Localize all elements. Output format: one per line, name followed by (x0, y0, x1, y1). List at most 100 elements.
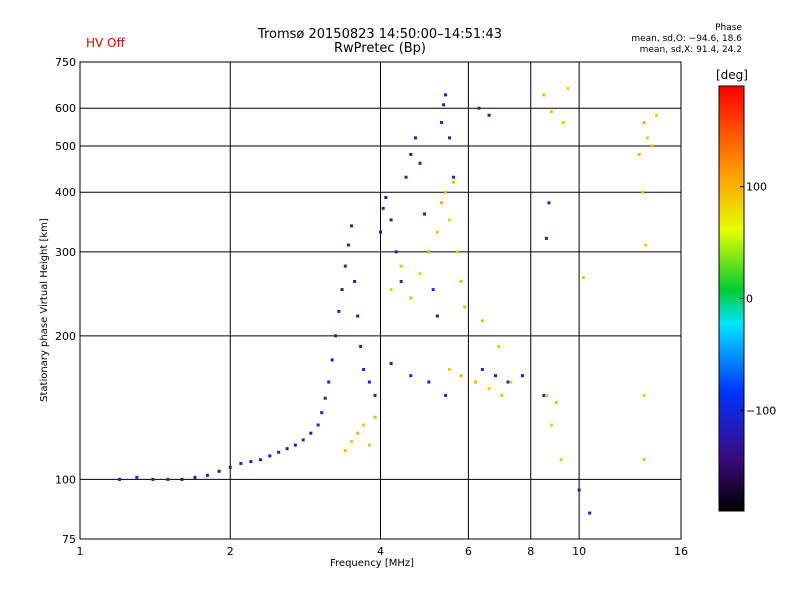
o-mode-point (379, 230, 382, 234)
o-mode-point (409, 374, 413, 378)
x-tick-label: 6 (465, 545, 472, 558)
chart-subtitle: RwPretec (Bp) (333, 41, 427, 56)
colorbar-tick-label: 0 (746, 293, 753, 306)
x-mode-point (367, 443, 371, 447)
x-mode-point (642, 121, 646, 125)
o-mode-point (343, 264, 347, 268)
x-mode-point (399, 264, 403, 268)
o-mode-point (249, 460, 253, 464)
x-mode-point (362, 423, 366, 427)
y-tick-label: 200 (55, 330, 76, 343)
o-mode-point (588, 511, 592, 515)
o-mode-point (487, 113, 491, 117)
x-mode-point (549, 423, 553, 427)
o-mode-point (346, 243, 350, 247)
x-mode-point (581, 276, 585, 280)
o-mode-point (327, 380, 331, 384)
hv-status-label: HV Off (86, 36, 125, 50)
o-mode-point (309, 431, 313, 435)
x-mode-point (637, 152, 641, 156)
x-mode-point (409, 296, 413, 300)
o-mode-point (228, 465, 232, 469)
phase-o-stats: mean, sd,O: −94.6, 18.6 (631, 34, 742, 44)
x-mode-point (435, 230, 439, 234)
x-tick-label: 2 (227, 545, 234, 558)
o-mode-point (413, 136, 417, 140)
o-mode-point (151, 477, 155, 481)
o-mode-point (494, 374, 498, 378)
data-points (118, 86, 659, 515)
o-mode-point (381, 206, 385, 210)
o-mode-point (118, 477, 122, 481)
o-mode-point (277, 450, 281, 454)
x-mode-point (444, 190, 448, 194)
o-mode-point (362, 367, 366, 371)
o-mode-point (399, 279, 403, 283)
x-mode-point (642, 458, 646, 462)
x-mode-point (645, 136, 649, 140)
x-mode-point (487, 387, 491, 391)
x-mode-point (343, 448, 347, 452)
o-mode-point (205, 473, 209, 477)
y-tick-label: 600 (55, 102, 76, 115)
o-mode-point (316, 423, 320, 427)
o-mode-point (418, 161, 422, 165)
o-mode-point (435, 314, 439, 318)
x-mode-point (642, 393, 646, 397)
x-mode-point (373, 415, 377, 419)
o-mode-point (166, 477, 170, 481)
o-mode-point (389, 218, 393, 222)
phase-title: Phase (715, 23, 742, 33)
x-mode-point (549, 110, 553, 114)
o-mode-point (544, 236, 548, 240)
o-mode-point (440, 121, 444, 125)
x-mode-point (559, 458, 563, 462)
x-mode-point (509, 380, 513, 384)
o-mode-point (330, 358, 334, 362)
y-tick-label: 500 (55, 140, 76, 153)
o-mode-point (359, 344, 363, 348)
colorbar-title: [deg] (716, 68, 748, 82)
grid (80, 62, 681, 539)
o-mode-point (285, 447, 289, 451)
o-mode-point (239, 461, 243, 465)
y-ticks: 75 100 200 300 400 500 600 750 (55, 56, 76, 546)
x-mode-point (463, 305, 467, 309)
o-mode-point (337, 309, 341, 313)
x-mode-point (448, 218, 452, 222)
x-mode-point (448, 367, 452, 371)
phase-x-stats: mean, sd,X: 91.4, 24.2 (639, 45, 742, 55)
o-mode-point (404, 175, 408, 179)
x-tick-label: 10 (572, 545, 586, 558)
x-axis-label: Frequency [MHz] (330, 558, 415, 569)
y-tick-label: 400 (55, 186, 76, 199)
o-mode-point (340, 288, 344, 292)
x-mode-point (650, 144, 654, 148)
o-mode-point (259, 458, 263, 462)
x-mode-point (542, 93, 546, 97)
o-mode-point (422, 212, 426, 216)
o-mode-point (577, 488, 581, 492)
o-mode-point (480, 367, 484, 371)
o-mode-point (356, 314, 360, 318)
y-tick-label: 300 (55, 246, 76, 259)
o-mode-point (547, 201, 551, 205)
colorbar-ticks: 100 0 −100 (740, 181, 776, 417)
o-mode-point (448, 136, 452, 140)
o-mode-point (444, 393, 448, 397)
x-tick-label: 4 (377, 545, 384, 558)
x-mode-point (644, 243, 648, 247)
x-mode-point (455, 250, 459, 254)
x-mode-point (497, 344, 501, 348)
x-mode-point (427, 250, 431, 254)
x-mode-point (480, 319, 484, 323)
x-ticks: 1 2 4 6 8 10 16 (77, 545, 689, 558)
x-mode-point (356, 431, 360, 435)
o-mode-point (217, 469, 221, 473)
o-mode-point (520, 374, 524, 378)
y-tick-label: 100 (55, 473, 76, 486)
x-mode-point (459, 279, 463, 283)
o-mode-point (451, 175, 455, 179)
x-mode-point (554, 400, 558, 404)
o-mode-point (384, 195, 388, 199)
